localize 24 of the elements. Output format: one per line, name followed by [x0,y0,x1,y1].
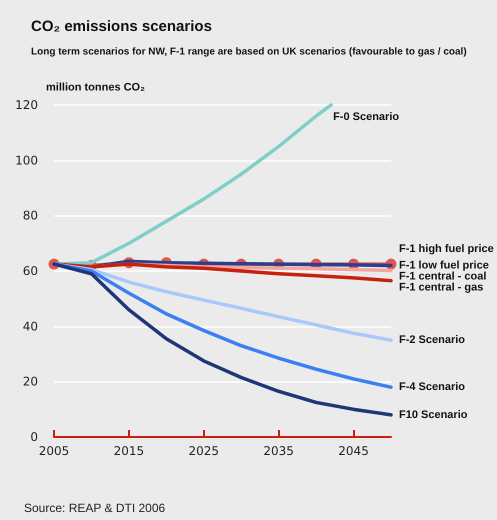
y-tick-label: 60 [22,264,38,278]
x-tick-label: 2045 [338,444,369,458]
y-tick-label: 0 [30,430,38,444]
y-axis-title: million tonnes CO₂ [46,82,146,94]
y-tick-label: 80 [22,208,38,223]
series-label: F10 Scenario [399,408,468,421]
y-tick-label: 20 [22,374,38,389]
source-note: Source: REAP & DTI 2006 [24,501,166,515]
series-label: F-2 Scenario [399,334,466,346]
series-label: F-1 high fuel price [399,243,494,256]
y-tick-label: 100 [15,153,38,168]
y-tick-label: 120 [15,98,38,112]
series-label: F-0 Scenario [333,111,400,123]
series-label: F-4 Scenario [399,381,466,394]
chart-subtitle: Long term scenarios for NW, F-1 range are based on UK scenarios (favourable to gas / coal) [31,46,467,58]
chart-title: CO₂ emissions scenarios [31,18,212,35]
y-tick-label: 40 [22,319,38,334]
x-tick-label: 2035 [263,444,294,458]
x-tick-label: 2025 [188,444,220,458]
x-tick-label: 2005 [38,444,70,458]
series-label: F-1 central - gas [399,282,484,294]
x-tick-label: 2015 [114,444,144,458]
series-label: F-1 low fuel price [399,259,489,272]
series-label: F-1 central - coal [399,270,486,282]
